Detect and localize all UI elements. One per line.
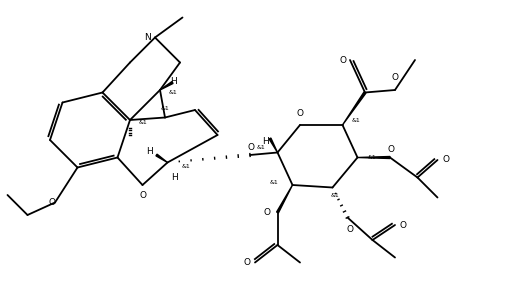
Text: H: H: [172, 173, 178, 182]
Polygon shape: [156, 154, 168, 162]
Text: O: O: [48, 198, 55, 207]
Text: O: O: [263, 208, 270, 217]
Polygon shape: [277, 185, 292, 213]
Text: O: O: [248, 144, 254, 153]
Text: O: O: [392, 73, 398, 82]
Text: &1: &1: [270, 180, 279, 185]
Text: &1: &1: [368, 155, 376, 160]
Text: &1: &1: [160, 106, 170, 111]
Text: &1: &1: [169, 90, 178, 95]
Text: H: H: [262, 137, 268, 146]
Text: O: O: [400, 220, 407, 229]
Polygon shape: [160, 81, 173, 90]
Text: N: N: [144, 33, 151, 42]
Text: O: O: [443, 155, 450, 164]
Text: O: O: [388, 146, 395, 155]
Text: O: O: [297, 108, 303, 117]
Polygon shape: [358, 157, 390, 159]
Text: &1: &1: [139, 120, 148, 125]
Text: &1: &1: [256, 145, 265, 150]
Text: O: O: [339, 55, 346, 64]
Text: &1: &1: [181, 164, 190, 169]
Text: &1: &1: [352, 117, 360, 122]
Text: H: H: [146, 147, 153, 156]
Polygon shape: [342, 92, 366, 125]
Polygon shape: [269, 138, 278, 153]
Text: O: O: [346, 226, 354, 235]
Text: H: H: [170, 77, 177, 86]
Text: O: O: [244, 258, 251, 267]
Text: O: O: [139, 191, 146, 200]
Text: &1: &1: [331, 193, 339, 198]
